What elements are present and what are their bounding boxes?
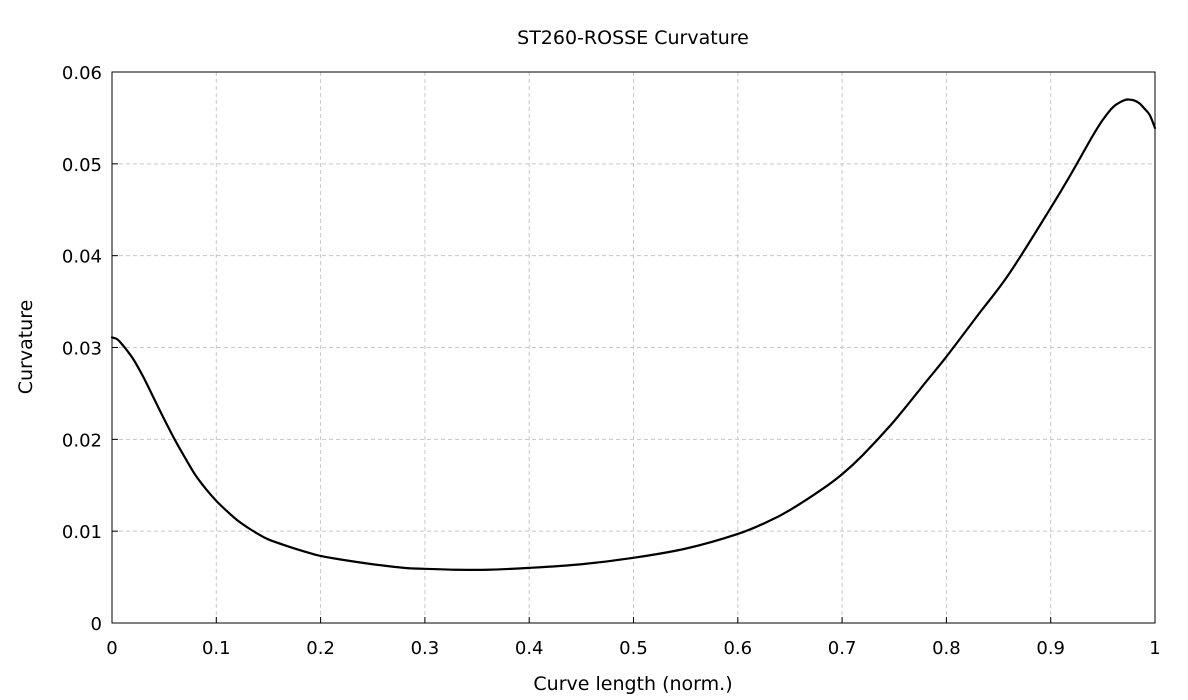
axis-ticks: 0 0.1 0.2 0.3 0.4 0.5 0.6 0.7 0.8 0.9 1 0 0.01 0.02 0.… <box>62 63 1161 659</box>
y-tick-label: 0.06 <box>62 63 102 84</box>
x-tick-label: 0.7 <box>828 638 857 659</box>
x-tick-label: 1 <box>1149 638 1160 659</box>
y-axis-label: Curvature <box>15 300 37 395</box>
x-tick-label: 0.3 <box>411 638 440 659</box>
y-tick-label: 0.05 <box>62 155 102 176</box>
x-tick-label: 0.4 <box>515 638 544 659</box>
chart-title: ST260-ROSSE Curvature <box>517 27 749 49</box>
x-tick-label: 0.8 <box>932 638 961 659</box>
x-axis-label: Curve length (norm.) <box>533 673 732 695</box>
grid-lines <box>112 72 1155 623</box>
y-tick-label: 0.01 <box>62 522 102 543</box>
x-tick-label: 0 <box>106 638 117 659</box>
x-tick-label: 0.5 <box>619 638 648 659</box>
y-tick-label: 0.04 <box>62 247 102 268</box>
series-layer <box>110 98 1157 572</box>
x-tick-label: 0.6 <box>723 638 752 659</box>
x-tick-label: 0.9 <box>1036 638 1065 659</box>
y-tick-label: 0.03 <box>62 339 102 360</box>
x-tick-label: 0.1 <box>202 638 231 659</box>
curvature-series-line <box>110 98 1157 572</box>
y-tick-label: 0 <box>91 614 102 635</box>
x-tick-label: 0.2 <box>306 638 335 659</box>
y-tick-label: 0.02 <box>62 430 102 451</box>
